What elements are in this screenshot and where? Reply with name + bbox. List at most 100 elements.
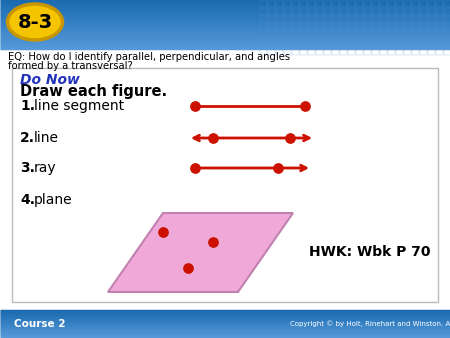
Bar: [428, 40, 435, 47]
Bar: [412, 32, 419, 39]
Bar: [420, 16, 427, 23]
Bar: [380, 8, 387, 15]
Bar: [268, 8, 275, 15]
Bar: [380, 48, 387, 55]
Bar: [348, 32, 355, 39]
Bar: [268, 16, 275, 23]
Point: [159, 229, 166, 235]
Bar: [396, 16, 403, 23]
Bar: [284, 24, 291, 31]
Bar: [356, 40, 363, 47]
Bar: [348, 8, 355, 15]
Text: line segment: line segment: [34, 99, 124, 113]
Polygon shape: [108, 213, 293, 292]
Bar: [268, 0, 275, 7]
Text: Course 2: Course 2: [14, 319, 66, 329]
Bar: [412, 8, 419, 15]
Text: 1.: 1.: [20, 99, 35, 113]
Bar: [412, 24, 419, 31]
Bar: [436, 0, 443, 7]
Point: [274, 165, 282, 171]
Bar: [340, 32, 347, 39]
Bar: [284, 16, 291, 23]
Point: [302, 103, 309, 109]
Text: Do Now: Do Now: [20, 73, 80, 87]
Bar: [444, 48, 450, 55]
Bar: [268, 24, 275, 31]
Bar: [332, 48, 339, 55]
Bar: [436, 8, 443, 15]
Bar: [436, 16, 443, 23]
Point: [209, 135, 216, 141]
Bar: [340, 0, 347, 7]
Text: formed by a transversal?: formed by a transversal?: [8, 61, 133, 71]
Bar: [356, 32, 363, 39]
Bar: [300, 40, 307, 47]
Bar: [380, 0, 387, 7]
Bar: [364, 48, 371, 55]
Bar: [292, 8, 299, 15]
Bar: [388, 24, 395, 31]
Text: 8-3: 8-3: [18, 13, 53, 31]
Bar: [324, 8, 331, 15]
Bar: [396, 24, 403, 31]
Bar: [380, 40, 387, 47]
Bar: [372, 24, 379, 31]
Bar: [324, 16, 331, 23]
Bar: [356, 0, 363, 7]
Bar: [308, 40, 315, 47]
Bar: [324, 32, 331, 39]
Bar: [436, 48, 443, 55]
Bar: [300, 32, 307, 39]
Bar: [292, 0, 299, 7]
Bar: [340, 40, 347, 47]
Bar: [332, 40, 339, 47]
Bar: [396, 8, 403, 15]
Bar: [372, 0, 379, 7]
Bar: [276, 0, 283, 7]
Bar: [292, 24, 299, 31]
Text: 3.: 3.: [20, 161, 35, 175]
Text: EQ: How do I identify parallel, perpendicular, and angles: EQ: How do I identify parallel, perpendi…: [8, 52, 290, 62]
Bar: [404, 32, 411, 39]
Bar: [292, 32, 299, 39]
Bar: [324, 40, 331, 47]
Bar: [332, 32, 339, 39]
Text: line: line: [34, 131, 59, 145]
Bar: [428, 0, 435, 7]
Bar: [412, 40, 419, 47]
Bar: [300, 8, 307, 15]
Bar: [316, 40, 323, 47]
Bar: [260, 48, 267, 55]
Bar: [284, 8, 291, 15]
Bar: [436, 40, 443, 47]
Bar: [404, 24, 411, 31]
Bar: [436, 32, 443, 39]
Bar: [260, 0, 267, 7]
Bar: [444, 16, 450, 23]
Text: HWK: Wbk P 70: HWK: Wbk P 70: [309, 245, 431, 259]
Bar: [364, 40, 371, 47]
Bar: [308, 16, 315, 23]
Bar: [276, 8, 283, 15]
Bar: [372, 16, 379, 23]
Bar: [316, 16, 323, 23]
Bar: [284, 40, 291, 47]
Bar: [260, 24, 267, 31]
Bar: [428, 8, 435, 15]
Bar: [444, 0, 450, 7]
Bar: [348, 48, 355, 55]
Bar: [260, 8, 267, 15]
Bar: [388, 0, 395, 7]
Bar: [332, 16, 339, 23]
Bar: [380, 24, 387, 31]
Text: Copyright © by Holt, Rinehart and Winston. All Rights Reserved.: Copyright © by Holt, Rinehart and Winsto…: [290, 321, 450, 327]
Bar: [444, 8, 450, 15]
Bar: [388, 48, 395, 55]
Bar: [316, 48, 323, 55]
Bar: [396, 0, 403, 7]
Bar: [428, 24, 435, 31]
Bar: [420, 48, 427, 55]
Bar: [260, 40, 267, 47]
Bar: [308, 0, 315, 7]
